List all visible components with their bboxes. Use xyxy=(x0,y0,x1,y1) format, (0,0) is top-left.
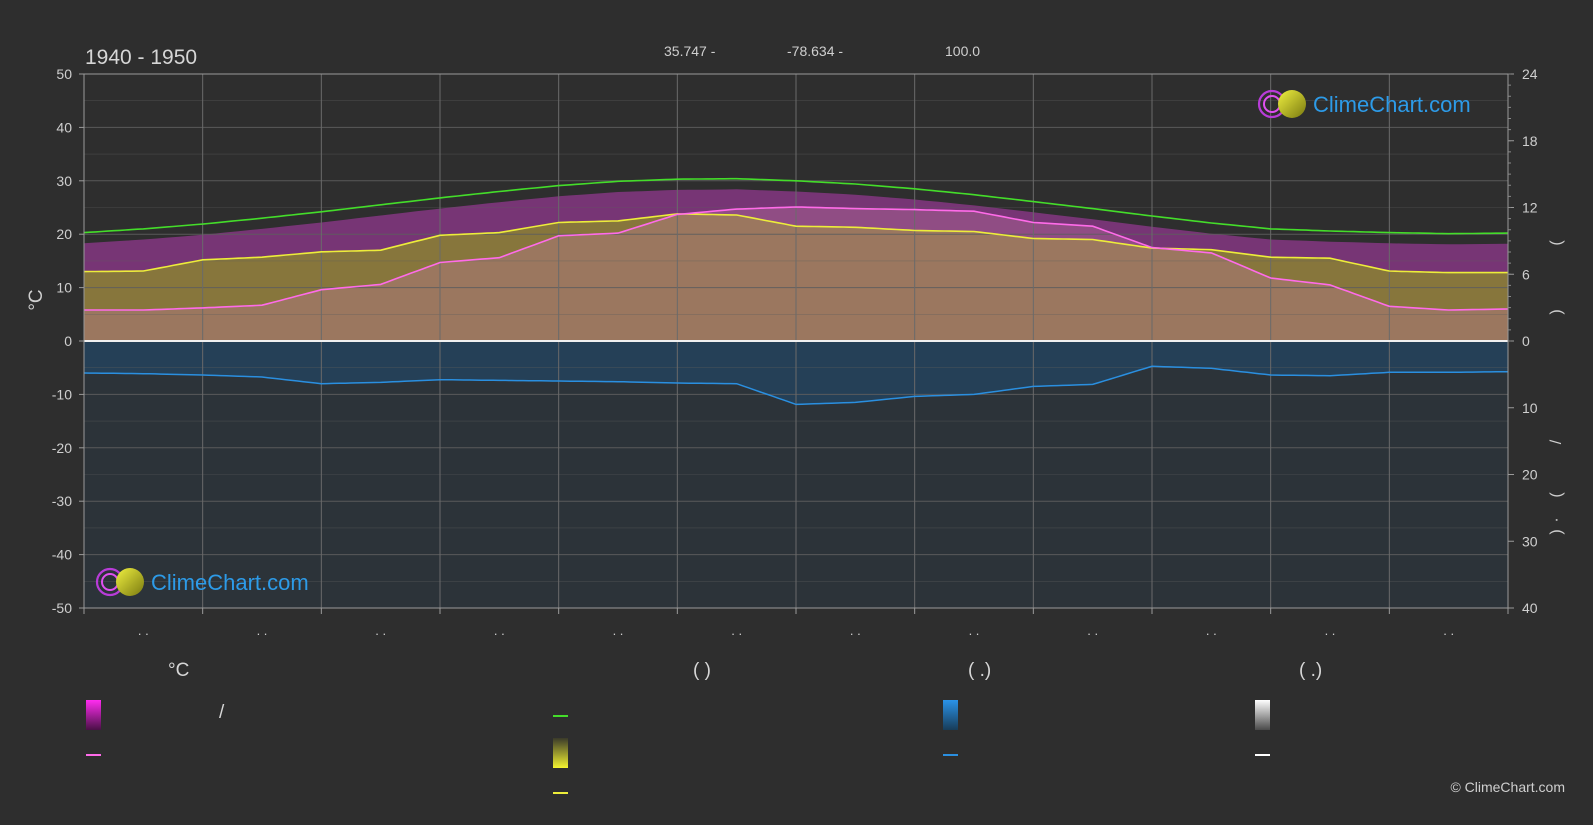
legend-sun-header: ( ) xyxy=(693,660,711,681)
legend-temp-range-swatch xyxy=(86,700,101,730)
month-tick-label: . . xyxy=(1325,623,1336,638)
y2-axis-label-glyph: ) xyxy=(1548,529,1565,534)
chart-title: 1940 - 1950 xyxy=(85,46,198,69)
elevation-label: 100.0 xyxy=(945,43,981,59)
precipitation-line xyxy=(84,365,1508,406)
month-tick-label: . . xyxy=(375,623,386,638)
legend-slash: / xyxy=(219,702,225,723)
month-tick-label: . . xyxy=(969,623,980,638)
legend-rain-line xyxy=(943,754,958,756)
legend-sunshine-swatch xyxy=(553,738,568,768)
month-tick-label: . . xyxy=(1443,623,1454,638)
longitude-label: -78.634 - xyxy=(787,43,844,59)
month-tick-label: . . xyxy=(731,623,742,638)
daylight-line xyxy=(84,213,1508,274)
y2-axis-label-glyph: ( xyxy=(1548,240,1565,246)
y-tick-label: -10 xyxy=(52,386,72,402)
copyright: © ClimeChart.com xyxy=(1450,779,1565,795)
logo-ring-inner-icon xyxy=(1263,95,1281,113)
y-tick-label: -30 xyxy=(52,493,72,509)
axes-layer: 50 40 30 20 10 0 -10 -20 -30 -40 -50 °C 24 18 12 6 0 10 20… xyxy=(26,66,1565,638)
month-tick-label: . . xyxy=(138,623,149,638)
latitude-label: 35.747 - xyxy=(664,43,716,59)
month-tick-label: . . xyxy=(494,623,505,638)
y2-tick-label: 18 xyxy=(1522,133,1538,149)
y-tick-label: 30 xyxy=(56,173,72,189)
logo-text: ClimeChart.com xyxy=(1313,92,1471,117)
logo-layer: ClimeChart.com ClimeChart.com xyxy=(95,89,1471,597)
month-tick-label: . . xyxy=(257,623,268,638)
climechart-logo: ClimeChart.com xyxy=(1257,89,1471,119)
y2-axis-label-glyph: · xyxy=(1548,517,1565,522)
legend-rain-header: ( .) xyxy=(968,660,992,681)
month-tick-label: . . xyxy=(850,623,861,638)
y2-axis-label-glyph: ( xyxy=(1548,492,1565,498)
y-tick-label: 0 xyxy=(64,333,72,349)
logo-sun-icon xyxy=(116,568,144,596)
y2-tick-label: 0 xyxy=(1522,333,1530,349)
logo-sun-icon xyxy=(1278,90,1306,118)
y2-tick-label: 20 xyxy=(1522,467,1538,483)
legend-daylight-line xyxy=(553,792,568,794)
logo-text: ClimeChart.com xyxy=(151,570,309,595)
max-temp-line xyxy=(84,177,1508,235)
y2-tick-label: 24 xyxy=(1522,66,1538,82)
legend-rain-swatch xyxy=(943,700,958,730)
y-tick-label: -40 xyxy=(52,547,72,563)
y-tick-label: 20 xyxy=(56,226,72,242)
legend-snow-header: ( .) xyxy=(1299,660,1323,681)
y-axis-label: °C xyxy=(26,289,47,310)
y2-tick-label: 10 xyxy=(1522,400,1538,416)
y-tick-label: 50 xyxy=(56,66,72,82)
month-tick-label: . . xyxy=(613,623,624,638)
y-tick-label: -50 xyxy=(52,600,72,616)
legend-max-line xyxy=(553,715,568,717)
y2-tick-label: 12 xyxy=(1522,200,1538,216)
climechart-logo: ClimeChart.com xyxy=(95,567,309,597)
y2-tick-label: 6 xyxy=(1522,266,1530,282)
legend-temp-header: °C xyxy=(168,660,190,681)
y2-tick-label: 30 xyxy=(1522,533,1538,549)
legend-mean-temp-line xyxy=(86,754,101,756)
series-lines xyxy=(84,177,1508,406)
legend-snow-line xyxy=(1255,754,1270,756)
y2-axis-label-glyph: / xyxy=(1548,439,1565,444)
y-tick-label: -20 xyxy=(52,440,72,456)
mean-temp-line xyxy=(84,206,1508,311)
y-tick-label: 10 xyxy=(56,280,72,296)
month-tick-label: . . xyxy=(1206,623,1217,638)
y-tick-label: 40 xyxy=(56,119,72,135)
y2-axis-label-glyph: ) xyxy=(1548,309,1565,314)
legend-snow-swatch xyxy=(1255,700,1270,730)
y2-tick-label: 40 xyxy=(1522,600,1538,616)
month-tick-label: . . xyxy=(1087,623,1098,638)
